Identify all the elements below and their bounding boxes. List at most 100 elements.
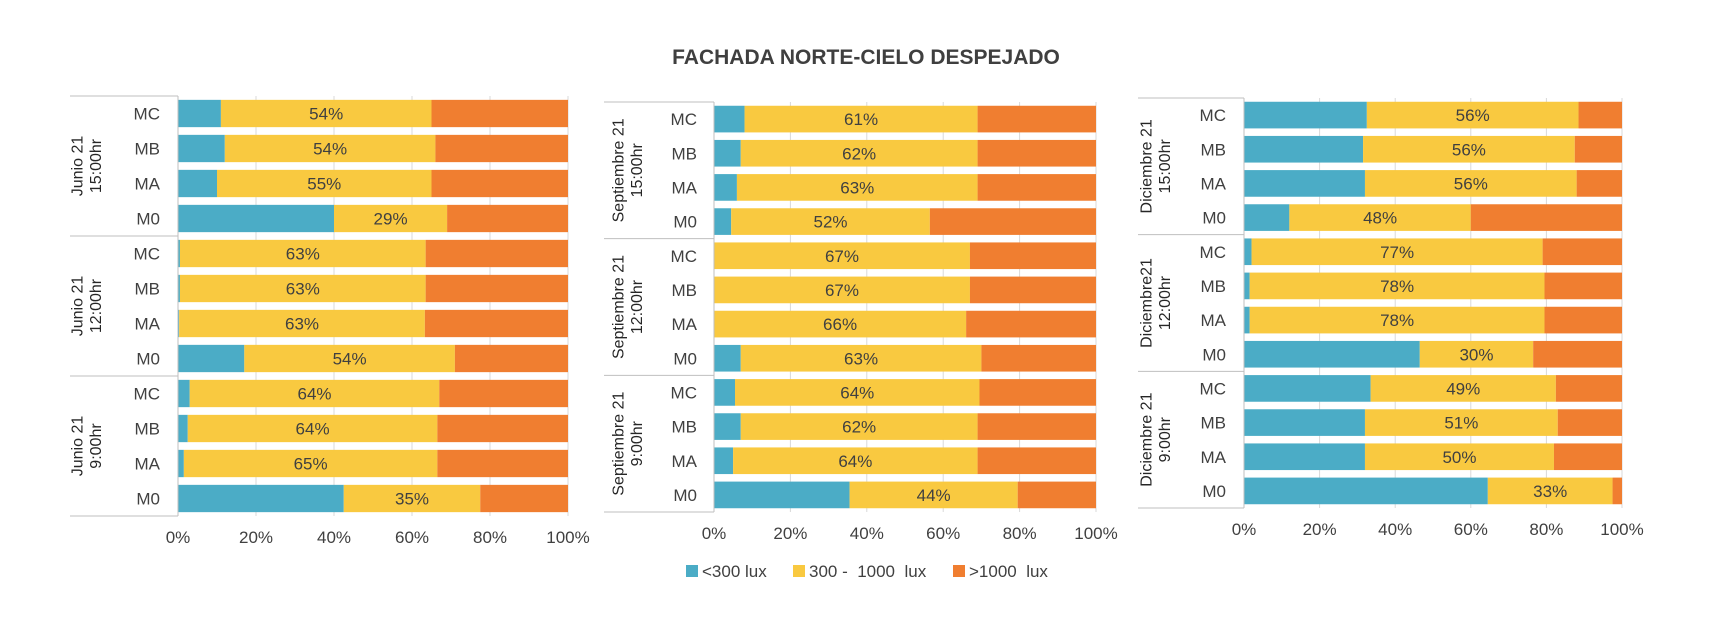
bar-segment-high (425, 239, 568, 268)
category-label: M0 (136, 490, 160, 509)
bar-row-mc: MC 64% (671, 379, 1096, 406)
category-label: MA (135, 455, 161, 474)
bar-segment-low (1244, 306, 1250, 334)
bar-segment-mid (343, 484, 481, 513)
data-label: 50% (1442, 448, 1476, 467)
bar-row-ma: MA 63% (135, 309, 568, 338)
bar-row-mb: MB 63% (135, 274, 568, 303)
x-tick-label: 100% (1600, 520, 1643, 539)
legend-label: >1000 lux (969, 562, 1048, 581)
data-label: 33% (1533, 482, 1567, 501)
category-label: MC (671, 383, 697, 402)
category-label: MC (134, 105, 160, 124)
data-label: 56% (1454, 174, 1488, 193)
bar-segment-mid (714, 310, 967, 338)
bar-segment-mid (714, 242, 970, 270)
x-tick-label: 80% (473, 528, 507, 547)
bar-segment-low (178, 169, 217, 198)
category-label: MA (1201, 311, 1227, 330)
category-label: M0 (673, 349, 697, 368)
bar-segment-mid (224, 134, 436, 163)
bar-segment-low (1244, 204, 1290, 231)
x-tick-label: 40% (850, 524, 884, 543)
bar-row-mc: MC 49% (1200, 375, 1622, 402)
bar-segment-high (439, 379, 568, 408)
bar-segment-mid (714, 276, 970, 304)
category-label: MA (135, 315, 161, 334)
data-label: 56% (1456, 106, 1490, 125)
group-2: Junio 219:00hr MC 64% MB 64% MA 65% M0 35% (69, 375, 568, 517)
bar-segment-high (1555, 375, 1622, 402)
x-tick-label: 60% (395, 528, 429, 547)
category-label: MB (672, 418, 698, 437)
bar-segment-high (969, 276, 1096, 304)
data-label: 52% (813, 213, 847, 232)
bar-segment-mid (849, 481, 1018, 509)
data-label: 62% (842, 144, 876, 163)
category-label: M0 (136, 350, 160, 369)
bar-segment-high (966, 310, 1096, 338)
group-label-line: Diciembre21 (1138, 258, 1155, 348)
x-tick-label: 80% (1529, 520, 1563, 539)
bar-segment-low (178, 239, 180, 268)
data-label: 63% (285, 315, 319, 334)
group-label-line: 15:00hr (629, 143, 646, 198)
bar-row-mb: MB 67% (672, 276, 1096, 304)
group-label-line: 9:00hr (629, 420, 646, 466)
bar-segment-high (425, 274, 568, 303)
bar-segment-low (714, 413, 741, 440)
bar-segment-low (714, 105, 745, 133)
bar-segment-high (435, 134, 568, 163)
group-2: Septiembre 219:00hr MC 64% MB 62% MA 64% M0 44% (604, 374, 1096, 513)
category-label: MA (1201, 174, 1227, 193)
group-label-line: 12:00hr (88, 278, 105, 333)
bar-segment-mid (731, 208, 930, 235)
bar-segment-mid (183, 449, 438, 478)
bar-segment-low (178, 204, 334, 233)
bar-row-mc: MC 61% (671, 105, 1096, 133)
bar-segment-low (178, 134, 225, 163)
group-1: Junio 2112:00hr MC 63% MB 63% MA 63% M0 54% (69, 235, 568, 373)
group-label-line: 12:00hr (629, 279, 646, 334)
bar-segment-high (454, 344, 568, 373)
bar-row-m0: M0 29% (136, 204, 568, 233)
bar-segment-high (1557, 409, 1622, 436)
group-0: Diciembre 2115:00hr MC 56% MB 56% MA 56% M0 48% (1138, 97, 1622, 231)
bar-segment-high (1017, 481, 1096, 509)
bar-segment-high (1470, 204, 1622, 231)
group-label-line: Junio 21 (69, 136, 86, 197)
bar-segment-mid (189, 379, 440, 408)
bar-segment-low (178, 449, 184, 478)
bar-segment-mid (1249, 272, 1545, 300)
data-label: 35% (395, 490, 429, 509)
category-label: MA (135, 175, 161, 194)
data-label: 64% (840, 383, 874, 402)
group-label: Junio 219:00hr (69, 416, 104, 477)
bar-row-m0: M0 33% (1202, 477, 1622, 505)
data-label: 61% (844, 110, 878, 129)
data-label: 63% (840, 178, 874, 197)
bar-segment-low (178, 344, 245, 373)
bar-row-ma: MA 66% (672, 310, 1096, 338)
bar-segment-high (979, 379, 1096, 406)
category-label: MB (135, 280, 161, 299)
category-label: M0 (1202, 345, 1226, 364)
bar-segment-mid (1364, 443, 1554, 471)
bar-segment-low (1244, 170, 1365, 197)
bar-row-m0: M0 63% (673, 344, 1096, 372)
x-tick-label: 100% (546, 528, 589, 547)
data-label: 66% (823, 315, 857, 334)
bar-segment-high (437, 449, 568, 478)
group-label-line: Junio 21 (69, 276, 86, 337)
category-label: MA (672, 452, 698, 471)
bar-segment-mid (220, 99, 432, 128)
bar-segment-mid (1419, 340, 1534, 368)
bar-segment-high (977, 105, 1096, 133)
bar-segment-mid (744, 105, 978, 133)
category-label: MC (1200, 379, 1226, 398)
bar-segment-mid (187, 414, 438, 443)
x-tick-label: 20% (1303, 520, 1337, 539)
bar-row-ma: MA 63% (672, 174, 1096, 201)
bar-row-mb: MB 78% (1201, 272, 1622, 300)
